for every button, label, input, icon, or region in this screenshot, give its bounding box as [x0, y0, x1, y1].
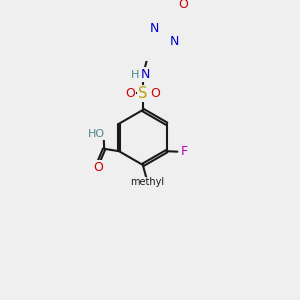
Text: O: O [150, 87, 160, 100]
Text: S: S [138, 86, 148, 101]
Text: N: N [149, 22, 159, 35]
Text: HO: HO [88, 129, 105, 139]
Text: N: N [141, 68, 150, 81]
Text: F: F [181, 145, 188, 158]
Text: O: O [178, 0, 188, 11]
Text: H: H [131, 70, 140, 80]
Text: methyl: methyl [130, 177, 165, 188]
Text: O: O [94, 161, 103, 174]
Text: N: N [170, 35, 180, 48]
Text: O: O [125, 87, 135, 100]
